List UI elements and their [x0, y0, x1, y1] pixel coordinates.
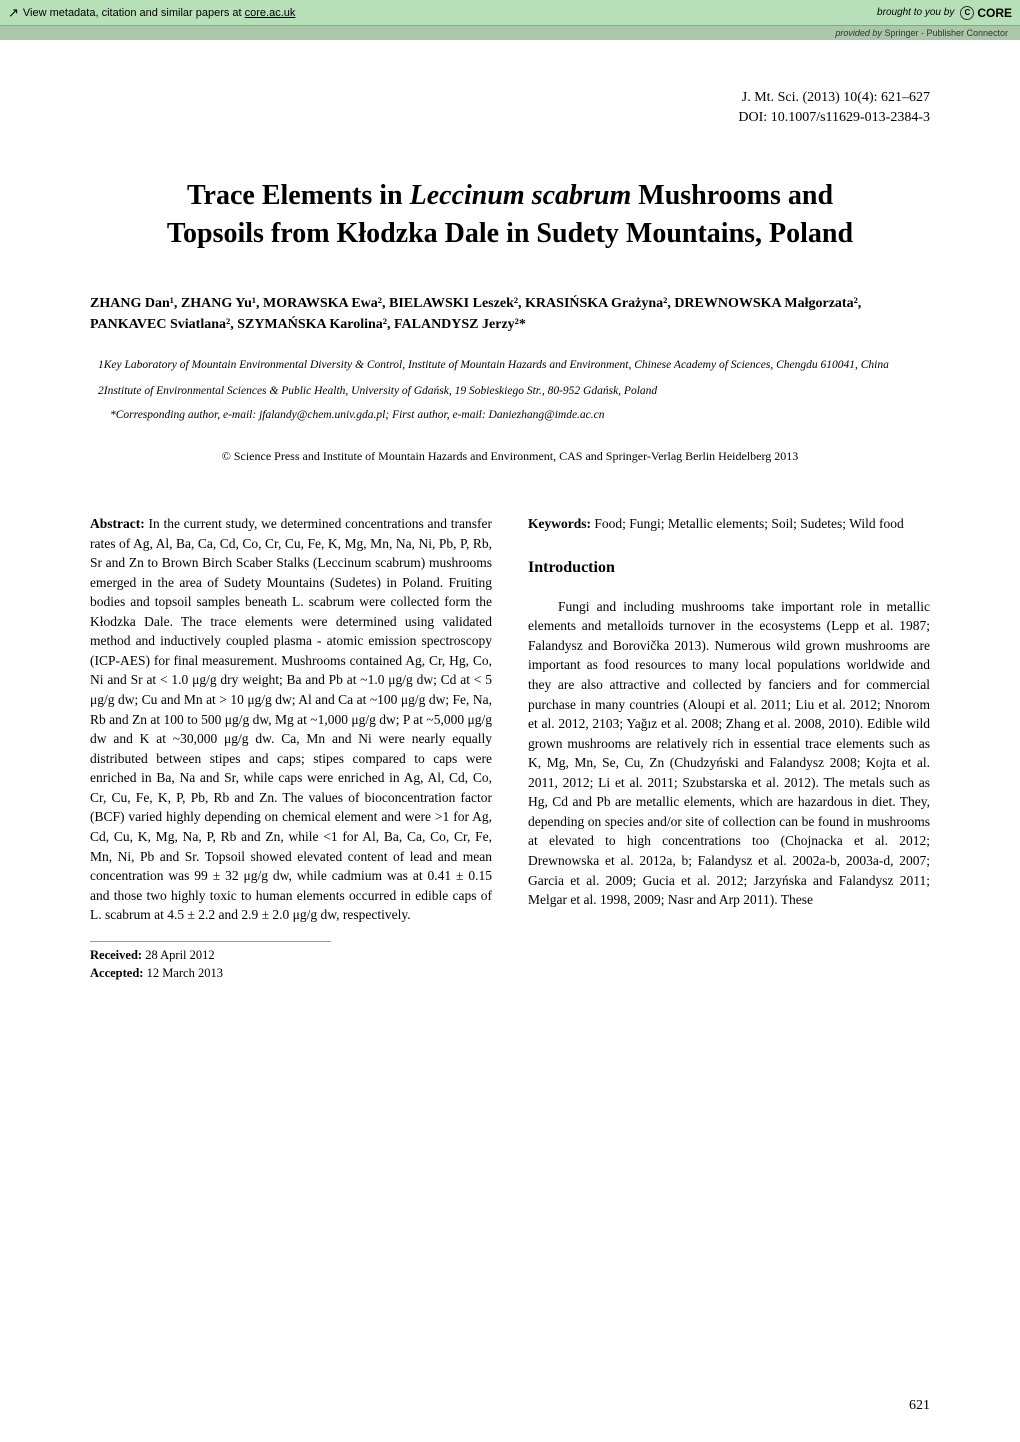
received-date: 28 April 2012	[142, 948, 215, 962]
abstract-text: In the current study, we determined conc…	[90, 516, 492, 922]
provided-bar: provided by Springer - Publisher Connect…	[0, 26, 1020, 40]
provided-prefix: provided by	[835, 28, 884, 38]
paper-title: Trace Elements in Leccinum scabrum Mushr…	[90, 177, 930, 253]
title-part1: Trace Elements in	[187, 180, 410, 211]
accepted-label: Accepted:	[90, 966, 143, 980]
core-logo-text: CORE	[977, 6, 1012, 20]
arrow-icon: ↗	[8, 5, 19, 21]
brought-by: brought to you by	[877, 7, 954, 18]
journal-citation: J. Mt. Sci. (2013) 10(4): 621–627	[90, 88, 930, 108]
journal-doi: DOI: 10.1007/s11629-013-2384-3	[90, 108, 930, 128]
title-part2: Topsoils from Kłodzka Dale in Sudety Mou…	[167, 218, 853, 249]
core-link[interactable]: core.ac.uk	[245, 7, 296, 19]
keywords-label: Keywords:	[528, 516, 591, 531]
left-column: Abstract: In the current study, we deter…	[90, 514, 492, 982]
two-column-body: Abstract: In the current study, we deter…	[90, 514, 930, 982]
title-part1-end: Mushrooms and	[631, 180, 833, 211]
accepted-line: Accepted: 12 March 2013	[90, 964, 331, 982]
authors: ZHANG Dan¹, ZHANG Yu¹, MORAWSKA Ewa², BI…	[90, 293, 930, 335]
intro-heading: Introduction	[528, 556, 930, 579]
received-line: Received: 28 April 2012	[90, 946, 331, 964]
keywords: Keywords: Food; Fungi; Metallic elements…	[528, 514, 930, 534]
core-banner: ↗ View metadata, citation and similar pa…	[0, 0, 1020, 26]
intro-text: Fungi and including mushrooms take impor…	[528, 597, 930, 910]
title-italic: Leccinum scabrum	[410, 180, 632, 211]
keywords-text: Food; Fungi; Metallic elements; Soil; Su…	[591, 516, 904, 531]
affiliation-2: 2Institute of Environmental Sciences & P…	[90, 383, 930, 399]
received-block: Received: 28 April 2012 Accepted: 12 Mar…	[90, 941, 331, 982]
banner-text: View metadata, citation and similar pape…	[23, 7, 296, 19]
core-logo-icon: C	[960, 6, 974, 20]
accepted-date: 12 March 2013	[143, 966, 223, 980]
right-column: Keywords: Food; Fungi; Metallic elements…	[528, 514, 930, 982]
copyright: © Science Press and Institute of Mountai…	[90, 449, 930, 464]
affiliation-1: 1Key Laboratory of Mountain Environmenta…	[90, 357, 930, 373]
abstract-label: Abstract:	[90, 516, 145, 531]
received-label: Received:	[90, 948, 142, 962]
banner-prefix: View metadata, citation and similar pape…	[23, 7, 245, 19]
provider-name: Springer - Publisher Connector	[884, 28, 1008, 38]
page-content: J. Mt. Sci. (2013) 10(4): 621–627 DOI: 1…	[0, 40, 1020, 1022]
corresponding-author: *Corresponding author, e-mail: jfalandy@…	[90, 409, 930, 421]
abstract: Abstract: In the current study, we deter…	[90, 514, 492, 925]
banner-left: ↗ View metadata, citation and similar pa…	[8, 5, 295, 21]
page-number: 621	[909, 1398, 930, 1414]
banner-right: brought to you by C CORE	[877, 6, 1012, 20]
journal-info: J. Mt. Sci. (2013) 10(4): 621–627 DOI: 1…	[90, 88, 930, 127]
core-logo[interactable]: C CORE	[960, 6, 1012, 20]
